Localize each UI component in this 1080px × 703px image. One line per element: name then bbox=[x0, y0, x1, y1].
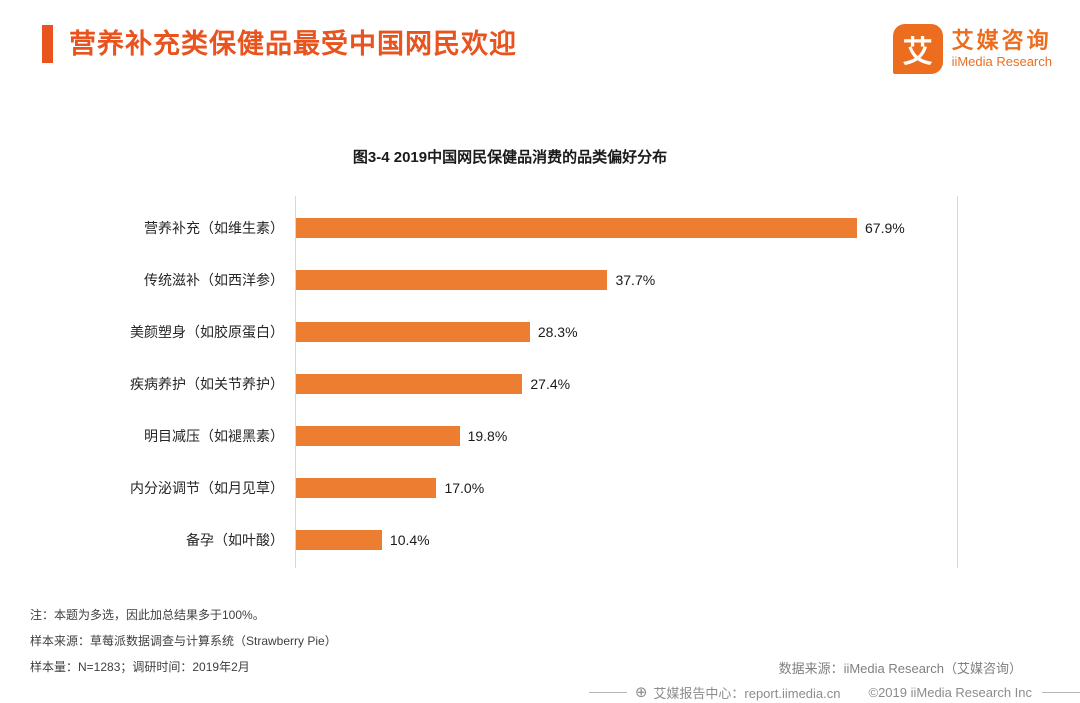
report-center-icon: ⊕ bbox=[634, 683, 648, 701]
footnote-sample-size: 样本量：N=1283；调研时间：2019年2月 bbox=[30, 660, 250, 674]
page-title: 营养补充类保健品最受中国网民欢迎 bbox=[69, 29, 517, 59]
footer-divider-right bbox=[1042, 691, 1080, 693]
chart-bar-row: 内分泌调节（如月见草） 17.0% bbox=[130, 462, 957, 514]
brand-name-en: iiMedia Research bbox=[951, 54, 1052, 69]
bar bbox=[296, 374, 523, 394]
bar bbox=[296, 322, 530, 342]
brand-name-cn: 艾媒咨询 bbox=[951, 28, 1052, 53]
category-label: 内分泌调节（如月见草） bbox=[130, 480, 284, 496]
data-source: 数据来源：iiMedia Research（艾媒咨询） bbox=[778, 661, 1022, 676]
footnotes: 注：本题为多选，因此加总结果多于100%。 样本来源：草莓派数据调查与计算系统（… bbox=[30, 608, 337, 686]
category-label: 明目减压（如褪黑素） bbox=[144, 428, 284, 444]
footer: ⊕ 艾媒报告中心：report.iimedia.cn ©2019 iiMedia… bbox=[0, 681, 1080, 703]
value-label: 27.4% bbox=[530, 376, 571, 392]
bar bbox=[296, 426, 460, 446]
bar bbox=[296, 270, 608, 290]
copyright-text: ©2019 iiMedia Research Inc bbox=[868, 684, 1033, 700]
chart-bar-row: 明目减压（如褪黑素） 19.8% bbox=[144, 410, 957, 462]
bar-chart: 营养补充（如维生素） 67.9% 传统滋补（如西洋参） 37.7% 美颜塑身（如… bbox=[130, 196, 958, 568]
category-label: 疾病养护（如关节养护） bbox=[130, 376, 284, 392]
chart-bar-row: 美颜塑身（如胶原蛋白） 28.3% bbox=[130, 306, 957, 358]
brand-logo-icon: 艾 bbox=[892, 24, 943, 74]
value-label: 10.4% bbox=[389, 532, 430, 548]
footer-divider-left bbox=[588, 691, 627, 693]
footnote-multi-select: 注：本题为多选，因此加总结果多于100%。 bbox=[30, 608, 265, 622]
title-accent-bar bbox=[42, 25, 53, 63]
category-label: 备孕（如叶酸） bbox=[186, 532, 284, 548]
chart-bar-row: 备孕（如叶酸） 10.4% bbox=[186, 514, 957, 566]
title-row: 营养补充类保健品最受中国网民欢迎 bbox=[42, 24, 517, 64]
category-label: 美颜塑身（如胶原蛋白） bbox=[130, 324, 284, 340]
chart-bar-row: 营养补充（如维生素） 67.9% bbox=[144, 202, 957, 254]
bar bbox=[296, 530, 382, 550]
brand-logo-text: 艾媒咨询 iiMedia Research bbox=[952, 28, 1052, 70]
chart-bar-row: 疾病养护（如关节养护） 27.4% bbox=[130, 358, 957, 410]
report-center-url: 艾媒报告中心：report.iimedia.cn bbox=[653, 685, 841, 701]
value-label: 19.8% bbox=[467, 428, 508, 444]
value-label: 17.0% bbox=[444, 480, 485, 496]
value-label: 37.7% bbox=[615, 272, 656, 288]
category-label: 营养补充（如维生素） bbox=[144, 220, 284, 236]
category-label: 传统滋补（如西洋参） bbox=[144, 272, 284, 288]
value-label: 67.9% bbox=[865, 220, 905, 236]
chart-bar-row: 传统滋补（如西洋参） 37.7% bbox=[144, 254, 957, 306]
header: 营养补充类保健品最受中国网民欢迎 艾 艾媒咨询 iiMedia Research bbox=[42, 24, 1052, 74]
value-label: 28.3% bbox=[537, 324, 578, 340]
bar bbox=[296, 218, 858, 238]
brand-logo: 艾 艾媒咨询 iiMedia Research bbox=[892, 24, 1052, 74]
bar bbox=[296, 478, 437, 498]
footnote-sample-source: 样本来源：草莓派数据调查与计算系统（Strawberry Pie） bbox=[30, 634, 337, 648]
chart-title: 图3-4 2019中国网民保健品消费的品类偏好分布 bbox=[352, 149, 668, 166]
